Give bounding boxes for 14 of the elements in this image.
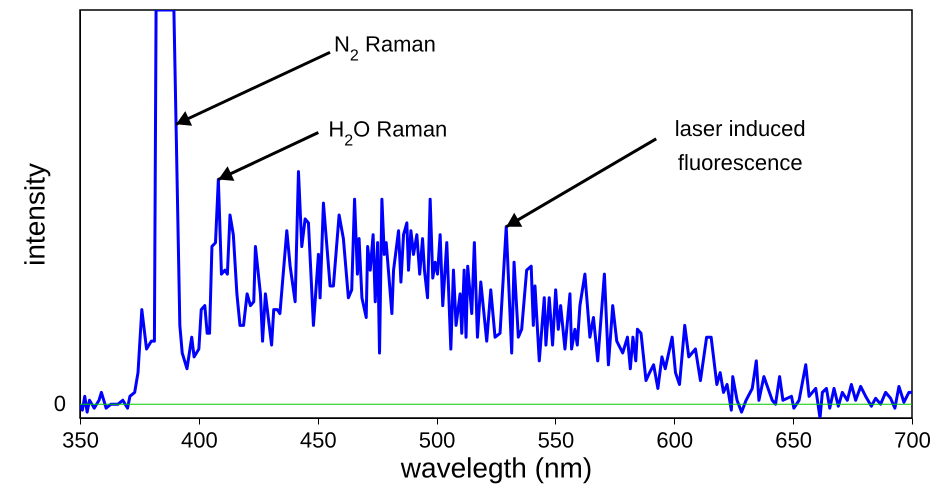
x-tick-label: 550 [538, 428, 574, 452]
x-tick-label: 650 [775, 428, 812, 452]
y-axis-title: intensity [20, 163, 50, 266]
x-tick-label: 400 [181, 428, 218, 452]
x-tick-label: 700 [894, 428, 931, 452]
annotation: N$_{2}$ Raman [334, 31, 436, 64]
x-tick-label: 350 [62, 428, 99, 452]
x-tick-label: 600 [656, 428, 694, 452]
annotation: H$_{2}$O Raman [328, 116, 448, 150]
x-axis-title: wavelegth (nm) [400, 452, 592, 484]
annotation: laser induced fluorescence [674, 116, 806, 175]
x-tick-label: 450 [300, 428, 337, 452]
x-tick-label: 500 [418, 428, 456, 452]
ref-line-label: 0 [54, 391, 66, 416]
